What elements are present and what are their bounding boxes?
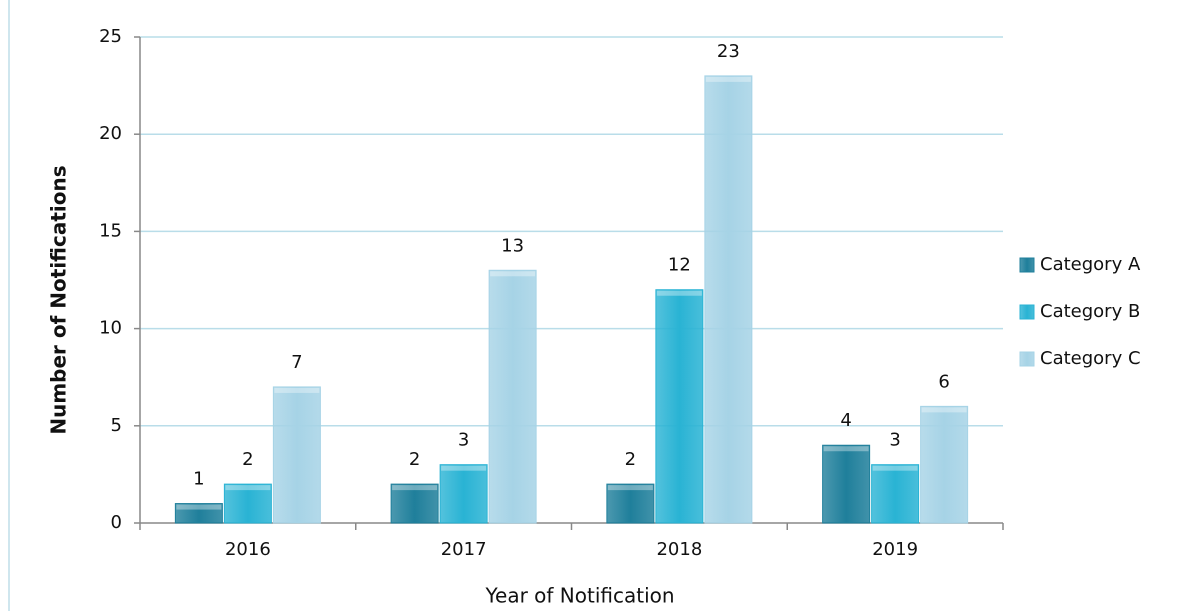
data-label: 2 bbox=[409, 449, 420, 470]
bar-bevel bbox=[274, 387, 320, 393]
y-tick-label: 5 bbox=[111, 415, 122, 436]
x-tick-label: 2016 bbox=[225, 539, 271, 560]
data-label: 3 bbox=[458, 430, 469, 451]
bar-bevel bbox=[656, 290, 702, 296]
bar bbox=[655, 289, 704, 524]
bar bbox=[871, 464, 920, 524]
bar-bevel bbox=[490, 271, 536, 277]
y-tick-label: 10 bbox=[99, 318, 122, 339]
bar bbox=[223, 483, 272, 524]
bar-bevel bbox=[176, 504, 222, 510]
data-label: 2 bbox=[625, 449, 636, 470]
bar-bevel bbox=[921, 407, 967, 413]
data-label: 23 bbox=[717, 41, 740, 62]
data-label: 13 bbox=[501, 235, 524, 256]
bar bbox=[920, 405, 969, 524]
bar bbox=[704, 75, 753, 524]
data-label: 3 bbox=[889, 430, 900, 451]
bar-bevel bbox=[705, 76, 751, 82]
legend-swatch bbox=[1019, 351, 1035, 367]
y-axis-label: Number of Notifications bbox=[47, 165, 71, 434]
bar-bevel bbox=[872, 465, 918, 471]
y-tick-label: 15 bbox=[99, 220, 122, 241]
y-tick-label: 0 bbox=[111, 512, 122, 533]
x-axis-label: Year of Notification bbox=[484, 584, 674, 608]
y-tick-label: 20 bbox=[99, 123, 122, 144]
x-tick-label: 2019 bbox=[872, 539, 918, 560]
legend-label: Category A bbox=[1040, 254, 1141, 275]
legend-swatch bbox=[1019, 304, 1035, 320]
bar bbox=[390, 483, 439, 524]
bar-bevel bbox=[225, 485, 271, 491]
data-label: 6 bbox=[938, 371, 949, 392]
legend-swatch bbox=[1019, 257, 1035, 273]
bar-bevel bbox=[823, 446, 869, 452]
data-label: 7 bbox=[291, 352, 302, 373]
legend-label: Category B bbox=[1040, 301, 1140, 322]
bar bbox=[174, 503, 223, 524]
bar bbox=[822, 444, 871, 524]
legend-label: Category C bbox=[1040, 348, 1141, 369]
bar bbox=[606, 483, 655, 524]
bar-bevel bbox=[392, 485, 438, 491]
bar bbox=[488, 269, 537, 524]
data-label: 1 bbox=[193, 469, 204, 490]
x-tick-label: 2017 bbox=[441, 539, 487, 560]
bar-bevel bbox=[441, 465, 487, 471]
data-label: 2 bbox=[242, 449, 253, 470]
bar-bevel bbox=[607, 485, 653, 491]
y-tick-label: 25 bbox=[99, 26, 122, 47]
bar bbox=[439, 464, 488, 524]
x-tick-label: 2018 bbox=[656, 539, 702, 560]
data-label: 12 bbox=[668, 255, 691, 276]
data-label: 4 bbox=[840, 410, 851, 431]
bar bbox=[272, 386, 321, 524]
